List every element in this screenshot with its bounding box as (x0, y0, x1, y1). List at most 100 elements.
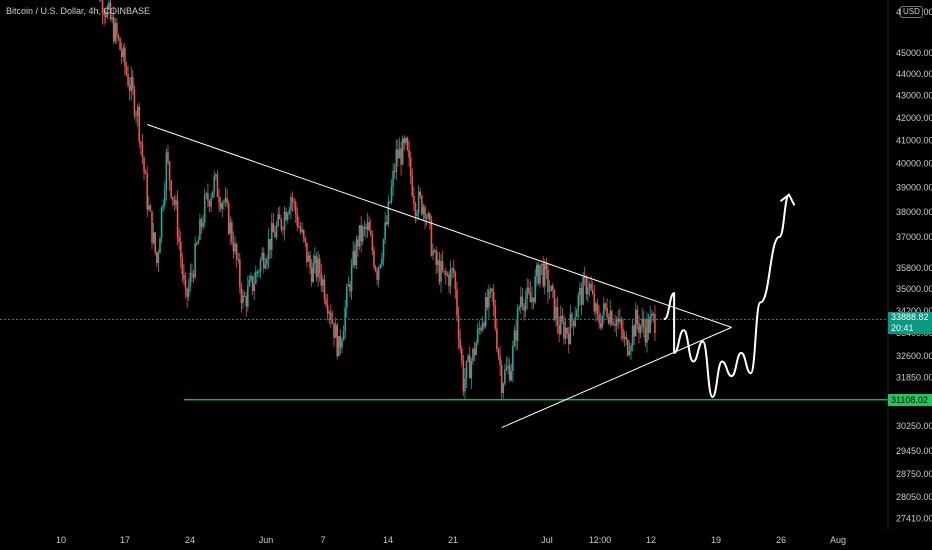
candle-body (291, 197, 294, 202)
price-axis-label: 42000.00 (896, 113, 932, 123)
symbol-title[interactable]: Bitcoin / U.S. Dollar, 4h, COINBASE (6, 6, 151, 16)
candle-body (401, 138, 404, 165)
candle-body (114, 23, 117, 42)
candle-body (216, 174, 219, 197)
candle-body (459, 338, 461, 349)
candle-body (149, 205, 152, 212)
candle-body (612, 324, 615, 326)
candle-body (603, 303, 605, 316)
candle-body (409, 157, 412, 177)
candle-body (290, 197, 292, 211)
candle-body (572, 321, 575, 327)
candle-body (258, 271, 260, 273)
candle-body (275, 225, 278, 238)
candle-body (243, 295, 246, 297)
candle-body (622, 328, 624, 339)
candle-body (205, 193, 208, 196)
candle-body (218, 196, 220, 203)
candle-body (635, 309, 637, 337)
candle-body (574, 317, 576, 327)
candle-body (157, 252, 160, 263)
candle-body (542, 263, 544, 286)
candle-body (197, 239, 200, 244)
candle-body (136, 106, 139, 116)
candle-body (159, 238, 161, 253)
candle-body (256, 271, 259, 273)
candle-body (646, 318, 648, 343)
candle-body (505, 367, 508, 370)
candle-body (575, 310, 578, 318)
candle-body (406, 137, 409, 150)
candle-body (403, 138, 406, 143)
projection-path[interactable] (663, 193, 791, 398)
candle-body (267, 238, 270, 259)
candle-body (366, 222, 369, 230)
time-axis-label: 24 (185, 535, 195, 545)
candle-body (488, 289, 490, 308)
candle-body (108, 2, 110, 8)
candle-body (536, 264, 538, 277)
candle-body (259, 259, 262, 272)
candle-body (223, 202, 225, 204)
candle-body (639, 325, 642, 333)
candle-body (483, 323, 485, 327)
candle-body (184, 279, 187, 289)
candle-body (299, 226, 302, 232)
candle-body (604, 303, 607, 308)
currency-badge[interactable]: USD (900, 6, 923, 18)
price-axis-label: 28050.00 (896, 492, 932, 502)
candle-body (567, 333, 570, 345)
candle-body (173, 199, 176, 205)
time-axis-label: Jun (259, 535, 274, 545)
candle-body (242, 295, 244, 304)
candle-body (338, 336, 340, 357)
candle-body (539, 264, 541, 284)
candle-body (270, 223, 273, 250)
candle-body (598, 314, 600, 324)
candle-body (280, 219, 283, 229)
candle-body (227, 202, 230, 234)
candle-body (489, 288, 492, 290)
candle-body (144, 171, 147, 175)
trendline[interactable] (147, 124, 732, 328)
candle-body (148, 205, 150, 210)
candle-body (341, 340, 343, 348)
candle-body (413, 195, 415, 204)
candle-body (569, 313, 572, 345)
candle-body (152, 232, 155, 243)
candle-body (195, 243, 198, 245)
candle-body (277, 214, 279, 226)
candle-body (181, 258, 184, 275)
support-price-tag: 31108.02 (888, 394, 932, 406)
time-axis[interactable]: 10 17 24 Jun 7 14 21 Jul 12:00 12 19 26 Aug (56, 535, 846, 545)
candle-body (526, 287, 529, 300)
candle-body (615, 318, 618, 327)
candle-body (253, 283, 255, 291)
candle-body (390, 186, 393, 203)
price-axis-label: 45000.00 (896, 48, 932, 58)
trendline[interactable] (501, 326, 732, 429)
candle-body (141, 143, 144, 158)
candle-body (566, 327, 568, 334)
candle-body (444, 271, 447, 276)
candle-body (215, 174, 217, 176)
candle-body (419, 191, 422, 196)
price-axis-label: 32600.00 (896, 351, 932, 361)
candle-body (349, 284, 351, 292)
candle-body (282, 228, 284, 230)
candles-layer (98, 0, 656, 400)
candle-body (178, 237, 180, 243)
candle-body (470, 360, 473, 379)
candle-body (432, 250, 434, 256)
candle-body (135, 115, 137, 117)
candle-body (555, 307, 557, 320)
candle-body (587, 287, 589, 295)
candle-body (342, 331, 345, 341)
candle-body (247, 285, 249, 307)
triangle-trendlines[interactable] (147, 124, 732, 429)
price-axis-label: 31850.00 (896, 373, 932, 383)
price-axis-label: 37000.00 (896, 232, 932, 242)
candle-body (302, 229, 305, 238)
candle-body (203, 195, 206, 223)
